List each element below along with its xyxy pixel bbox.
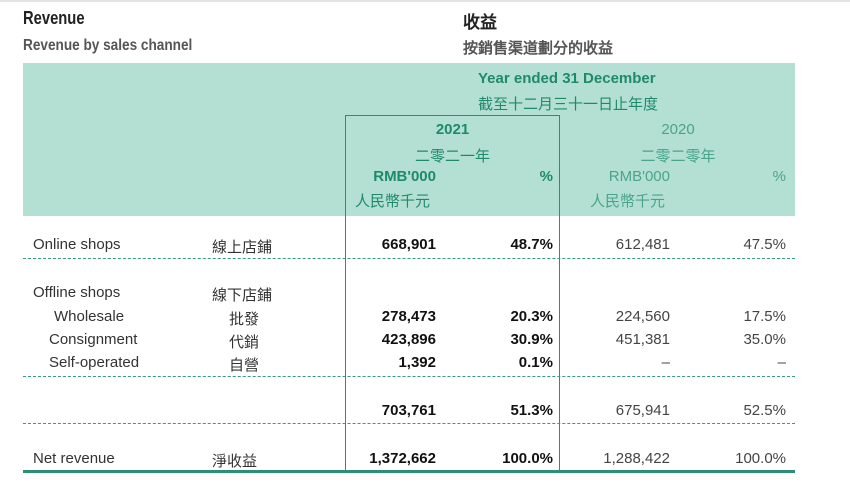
pct-2021: 0.1% [518, 354, 553, 371]
row-label-en: Offline shops [33, 284, 121, 301]
year-2020: 2020 [661, 121, 695, 138]
row-label-zh: 批發 [229, 311, 260, 328]
pct-2020: 100.0% [735, 450, 786, 467]
pct-2020: – [777, 354, 786, 371]
subtitle-en: Revenue by sales channel [23, 37, 193, 54]
unit-2020: RMB'000 [608, 168, 670, 185]
highlight-2021-column [345, 115, 560, 471]
title-en: Revenue [23, 8, 85, 28]
period-zh: 截至十二月三十一日止年度 [478, 96, 659, 113]
pct-2020: % [772, 168, 786, 185]
year-2021: 2021 [435, 121, 470, 138]
subtitle-zh: 按銷售渠道劃分的收益 [463, 40, 614, 57]
row-label-en: Net revenue [33, 450, 115, 467]
table-bottom-rule [23, 470, 795, 473]
pct-2020: 17.5% [743, 308, 786, 325]
value-2020: 675,941 [615, 402, 670, 419]
top-divider [0, 0, 850, 2]
row-label-zh: 線上店鋪 [212, 239, 273, 256]
row-divider [23, 376, 795, 377]
row-label-zh: 線下店鋪 [212, 287, 273, 304]
value-2021: 1,372,662 [369, 450, 436, 467]
title-zh: 收益 [463, 13, 497, 32]
value-2021: 668,901 [381, 236, 436, 253]
pct-2021: 30.9% [510, 331, 553, 348]
table-header-band [23, 63, 795, 216]
value-2021: 278,473 [381, 308, 436, 325]
value-2020: 224,560 [615, 308, 670, 325]
value-2020: 1,288,422 [603, 450, 670, 467]
pct-2021: 51.3% [510, 402, 553, 419]
pct-2020: 47.5% [743, 236, 786, 253]
unit-2020-zh: 人民幣千元 [590, 193, 666, 210]
pct-2020: 35.0% [743, 331, 786, 348]
value-2021: 423,896 [381, 331, 436, 348]
year-2021-zh: 二零二一年 [414, 148, 490, 165]
unit-2021-zh: 人民幣千元 [355, 193, 431, 210]
row-label-en: Consignment [49, 331, 138, 348]
row-label-zh: 代銷 [229, 334, 260, 351]
row-label-en: Self-operated [49, 354, 140, 371]
year-2020-zh: 二零二零年 [640, 148, 716, 165]
pct-2021: % [539, 168, 553, 185]
pct-2021: 100.0% [502, 450, 553, 467]
value-2020: 612,481 [615, 236, 670, 253]
row-divider [23, 423, 795, 424]
period-en: Year ended 31 December [478, 70, 656, 87]
row-label-zh: 自營 [229, 357, 260, 374]
pct-2021: 20.3% [510, 308, 553, 325]
value-2021: 703,761 [381, 402, 436, 419]
value-2020: 451,381 [615, 331, 670, 348]
row-label-en: Wholesale [54, 308, 125, 325]
value-2021: 1,392 [398, 354, 436, 371]
pct-2020: 52.5% [743, 402, 786, 419]
row-label-en: Online shops [33, 236, 121, 253]
value-2020: – [661, 354, 670, 371]
row-label-zh: 淨收益 [212, 453, 258, 470]
row-divider [23, 258, 795, 259]
unit-2021: RMB'000 [373, 168, 436, 185]
pct-2021: 48.7% [510, 236, 553, 253]
